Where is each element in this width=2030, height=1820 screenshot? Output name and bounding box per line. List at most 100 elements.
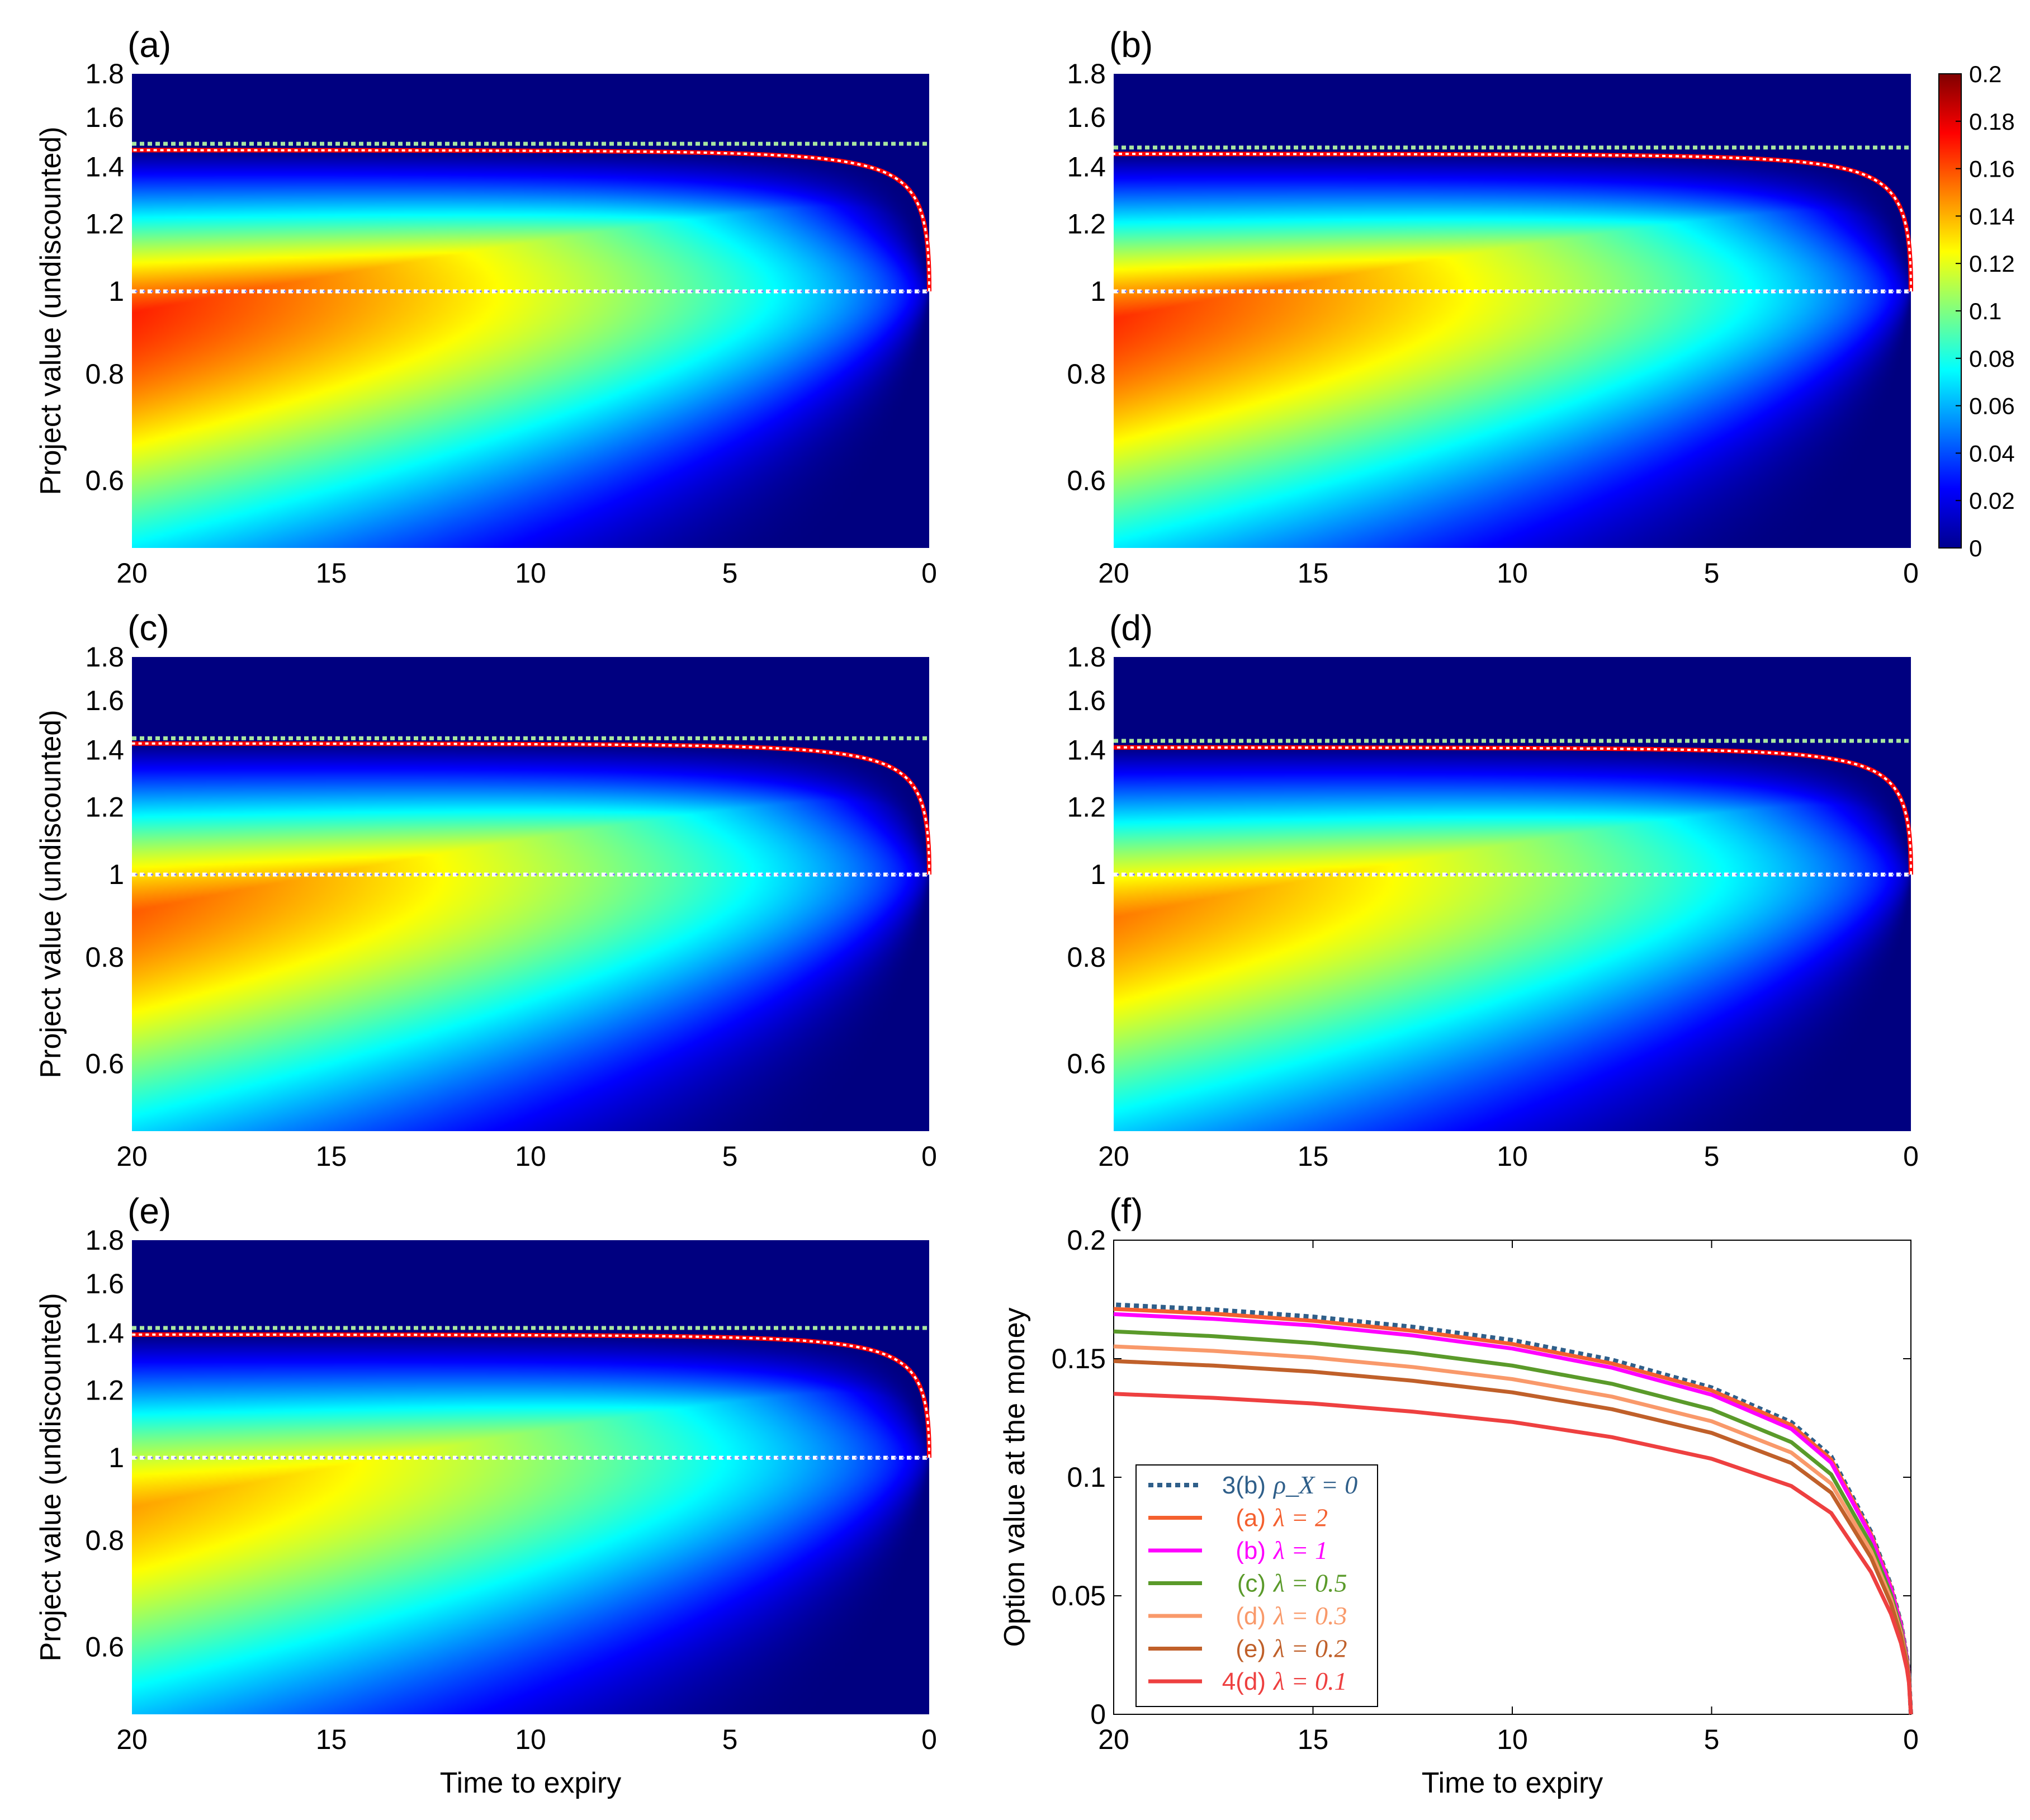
y-tick-label: 0.8: [85, 1525, 124, 1556]
y-tick-label: 1.4: [1067, 734, 1106, 765]
y-tick-label: 1: [1090, 276, 1106, 307]
legend-label: (d): [1236, 1602, 1266, 1630]
y-tick-label: 0.8: [1067, 358, 1106, 390]
y-tick-label: 1.2: [85, 1374, 124, 1406]
exercise-boundary-dash: [1114, 746, 1912, 875]
y-tick-label: 1.6: [1067, 102, 1106, 133]
panel-label: (f): [1109, 1191, 1143, 1231]
x-tick-label: 15: [1298, 1724, 1329, 1755]
y-tick-label: 0.15: [1052, 1343, 1106, 1374]
x-tick-label: 5: [1704, 1141, 1720, 1172]
y-tick-label: 1.6: [85, 1268, 124, 1299]
legend-lambda: λ = 0.1: [1272, 1667, 1347, 1695]
legend-lambda: λ = 2: [1272, 1504, 1328, 1532]
x-tick-label: 20: [116, 1724, 148, 1755]
y-axis-label: Option value at the money: [999, 1307, 1031, 1647]
legend: 3(b) ρ_X = 0(a) λ = 2(b) λ = 1(c) λ = 0.5(d)…: [1135, 1464, 1378, 1707]
y-tick-label: 0.6: [1067, 1048, 1106, 1079]
exercise-boundary-dash: [132, 149, 930, 292]
y-tick-label: 1: [108, 1442, 124, 1473]
legend-label: 4(d): [1222, 1668, 1266, 1695]
y-tick-label: 1.8: [1067, 58, 1106, 89]
y-tick-label: 0.1: [1067, 1462, 1106, 1493]
panel-c: 0.6 0.8 1 1.2 1.4 1.6 1.8 Project value (undisc…: [35, 608, 937, 1172]
colorbar-tick-label: 0.02: [1969, 488, 2015, 514]
panel-label: (c): [127, 608, 169, 648]
colorbar-tick-label: 0.1: [1969, 298, 2001, 324]
x-tick-label: 20: [1098, 1724, 1129, 1755]
series-line: [1113, 1302, 1913, 1715]
x-tick-label: 5: [1704, 1724, 1720, 1755]
x-tick-label: 10: [1497, 557, 1528, 589]
y-tick-label: 0.8: [85, 358, 124, 390]
y-axis-label: Project value (undiscounted): [35, 1293, 67, 1661]
x-axis-label: Time to expiry: [1422, 1767, 1603, 1799]
panel-d: 0.6 0.8 1 1.2 1.4 1.6 1.8 20 15 10 5 0 (d): [1067, 608, 1918, 1172]
y-tick-label: 1.6: [1067, 685, 1106, 716]
x-tick-label: 0: [1903, 1141, 1919, 1172]
colorbar-tick-label: 0.14: [1969, 203, 2015, 229]
x-tick-label: 10: [515, 1724, 546, 1755]
panel-f: 0 0.05 0.1 0.15 0.2 Option value at the money…: [999, 1191, 1919, 1799]
x-tick-label: 20: [116, 1141, 148, 1172]
colorbar-tick-label: 0.2: [1969, 61, 2001, 87]
legend-label: (c): [1237, 1570, 1266, 1597]
heatmap-image: [1114, 657, 1911, 1131]
x-tick-label: 0: [921, 1141, 937, 1172]
legend-lambda: λ = 0.2: [1272, 1634, 1347, 1663]
y-tick-label: 1.8: [1067, 641, 1106, 673]
y-tick-label: 0.2: [1067, 1225, 1106, 1256]
colorbar: 0 0.02 0.04 0.06 0.08 0.1 0.12 0.14 0.16 0.18 0.2: [1938, 61, 2015, 561]
y-tick-label: 0.6: [85, 1631, 124, 1662]
colorbar-tick-label: 0: [1969, 535, 1982, 561]
heatmap-image: [132, 1240, 929, 1714]
legend-lambda: λ = 0.5: [1272, 1569, 1347, 1597]
y-tick-label: 1.4: [1067, 151, 1106, 182]
y-axis-label: Project value (undiscounted): [35, 710, 67, 1078]
colorbar-tick-label: 0.06: [1969, 393, 2015, 419]
y-tick-label: 1: [108, 276, 124, 307]
y-tick-label: 0.05: [1052, 1580, 1106, 1611]
panel-b: 0.6 0.8 1 1.2 1.4 1.6 1.8 20 15 10 5 0 (b): [1067, 25, 1918, 589]
y-tick-label: 1.6: [85, 685, 124, 716]
y-tick-label: 0.6: [85, 1048, 124, 1079]
y-tick-label: 1.6: [85, 102, 124, 133]
heatmap-image: [132, 657, 929, 1131]
panel-e: 0.6 0.8 1 1.2 1.4 1.6 1.8 Project value (undisc…: [35, 1191, 937, 1799]
x-tick-label: 10: [1497, 1724, 1528, 1755]
x-tick-label: 15: [316, 1724, 347, 1755]
x-tick-label: 15: [1298, 557, 1329, 589]
x-tick-label: 5: [722, 1724, 738, 1755]
colorbar-tick-label: 0.12: [1969, 250, 2015, 277]
colorbar-tick-label: 0.04: [1969, 440, 2015, 466]
x-tick-label: 5: [722, 557, 738, 589]
exercise-boundary-dash: [132, 1333, 930, 1458]
x-tick-label: 0: [921, 557, 937, 589]
y-tick-label: 1: [108, 859, 124, 890]
exercise-boundary-dash: [132, 742, 930, 875]
y-tick-label: 1.4: [85, 151, 124, 182]
legend-lambda: λ = 1: [1272, 1536, 1328, 1564]
x-tick-label: 20: [1098, 1141, 1129, 1172]
y-tick-label: 1.2: [85, 208, 124, 239]
legend-label: (b): [1236, 1537, 1266, 1564]
legend-lambda: ρ_X = 0: [1272, 1471, 1357, 1499]
y-tick-label: 1.8: [85, 641, 124, 673]
x-tick-label: 10: [515, 1141, 546, 1172]
colorbar-tick-label: 0.08: [1969, 346, 2015, 372]
y-tick-label: 0.8: [85, 942, 124, 973]
heatmap-image: [1114, 74, 1911, 548]
y-tick-label: 1.8: [85, 58, 124, 89]
y-tick-label: 0.6: [85, 465, 124, 496]
x-tick-label: 0: [1903, 557, 1919, 589]
y-tick-label: 1.2: [1067, 208, 1106, 239]
exercise-boundary-dash: [1114, 153, 1912, 292]
y-tick-label: 0: [1090, 1699, 1106, 1730]
x-tick-label: 10: [1497, 1141, 1528, 1172]
colorbar-tick-label: 0.16: [1969, 156, 2015, 182]
x-tick-label: 15: [316, 1141, 347, 1172]
x-tick-label: 5: [1704, 557, 1720, 589]
x-tick-label: 0: [1903, 1724, 1919, 1755]
x-tick-label: 20: [1098, 557, 1129, 589]
